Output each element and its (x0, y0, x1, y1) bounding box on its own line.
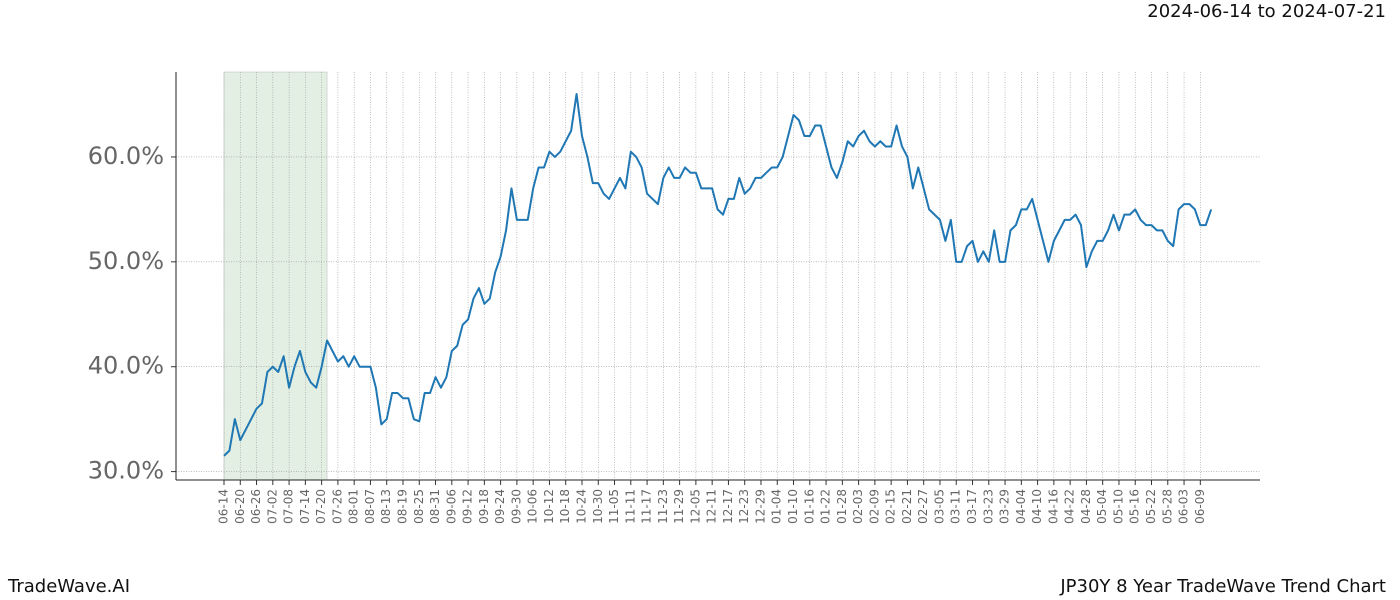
x-tick-label: 12-11 (705, 489, 719, 524)
x-tick-label: 04-28 (1079, 489, 1093, 524)
x-tick-label: 10-18 (558, 489, 572, 524)
x-tick-label: 09-12 (461, 489, 475, 524)
x-tick-label: 10-24 (574, 489, 588, 524)
x-tick-label: 10-06 (526, 489, 540, 524)
x-tick-label: 01-16 (802, 489, 816, 524)
x-tick-label: 04-22 (1063, 489, 1077, 524)
x-tick-label: 02-21 (900, 489, 914, 524)
chart-title: JP30Y 8 Year TradeWave Trend Chart (1059, 576, 1386, 597)
x-tick-label: 02-09 (867, 489, 881, 524)
x-tick-label: 07-02 (265, 489, 279, 524)
x-tick-label: 06-09 (1193, 489, 1207, 524)
x-tick-label: 07-26 (330, 489, 344, 524)
y-tick-label: 30.0% (88, 457, 164, 485)
y-tick-label: 50.0% (88, 247, 164, 275)
line-series (223, 93, 1213, 457)
x-tick-label: 04-04 (1014, 489, 1028, 524)
x-tick-label: 10-12 (542, 489, 556, 524)
x-tick-label: 11-29 (672, 489, 686, 524)
x-tick-label: 03-29 (998, 489, 1012, 524)
x-tick-label: 07-20 (314, 489, 328, 524)
x-tick-label: 12-29 (753, 489, 767, 524)
x-tick-label: 11-11 (623, 489, 637, 524)
x-tick-label: 08-31 (428, 489, 442, 524)
x-tick-label: 06-26 (249, 489, 263, 524)
x-tick-label: 05-22 (1144, 489, 1158, 524)
y-tick-label: 60.0% (88, 142, 164, 170)
x-tick-label: 06-14 (217, 489, 231, 524)
x-tick-label: 01-10 (786, 489, 800, 524)
highlight-band (223, 71, 328, 481)
x-tick-label: 08-07 (363, 489, 377, 524)
x-tick-label: 07-14 (298, 489, 312, 524)
x-tick-label: 12-23 (737, 489, 751, 524)
x-tick-label: 11-17 (640, 489, 654, 524)
x-tick-label: 08-19 (395, 489, 409, 524)
x-tick-label: 03-05 (932, 489, 946, 524)
chart-subtitle: 2024-06-14 to 2024-07-21 (1147, 1, 1386, 22)
x-tick-label: 04-10 (1030, 489, 1044, 524)
x-tick-label: 02-15 (884, 489, 898, 524)
x-tick-label: 01-22 (819, 489, 833, 524)
brand: TradeWave.AI (7, 576, 130, 597)
x-tick-label: 05-16 (1128, 489, 1142, 524)
x-tick-label: 09-24 (493, 489, 507, 524)
x-tick-label: 08-13 (379, 489, 393, 524)
x-tick-label: 01-28 (835, 489, 849, 524)
x-tick-label: 03-23 (981, 489, 995, 524)
x-tick-label: 05-28 (1160, 489, 1174, 524)
x-tick-label: 08-01 (347, 489, 361, 524)
x-tick-label: 06-20 (233, 489, 247, 524)
x-tick-label: 12-17 (721, 489, 735, 524)
x-tick-label: 06-03 (1177, 489, 1191, 524)
x-tick-label: 11-23 (656, 489, 670, 524)
x-tick-label: 05-04 (1095, 489, 1109, 524)
x-tick-label: 03-11 (949, 489, 963, 524)
x-tick-label: 12-05 (688, 489, 702, 524)
x-tick-label: 09-30 (509, 489, 523, 524)
x-tick-label: 05-10 (1111, 489, 1125, 524)
y-tick-label: 40.0% (88, 352, 164, 380)
x-tick-label: 10-30 (591, 489, 605, 524)
x-tick-label: 03-17 (965, 489, 979, 524)
x-tick-label: 02-27 (916, 489, 930, 524)
x-tick-label: 01-04 (770, 489, 784, 524)
x-tick-label: 04-16 (1046, 489, 1060, 524)
x-tick-label: 09-18 (477, 489, 491, 524)
x-tick-label: 11-05 (607, 489, 621, 524)
x-tick-label: 08-25 (412, 489, 426, 524)
x-tick-label: 02-03 (851, 489, 865, 524)
x-tick-label: 07-08 (282, 489, 296, 524)
x-tick-label: 09-06 (444, 489, 458, 524)
